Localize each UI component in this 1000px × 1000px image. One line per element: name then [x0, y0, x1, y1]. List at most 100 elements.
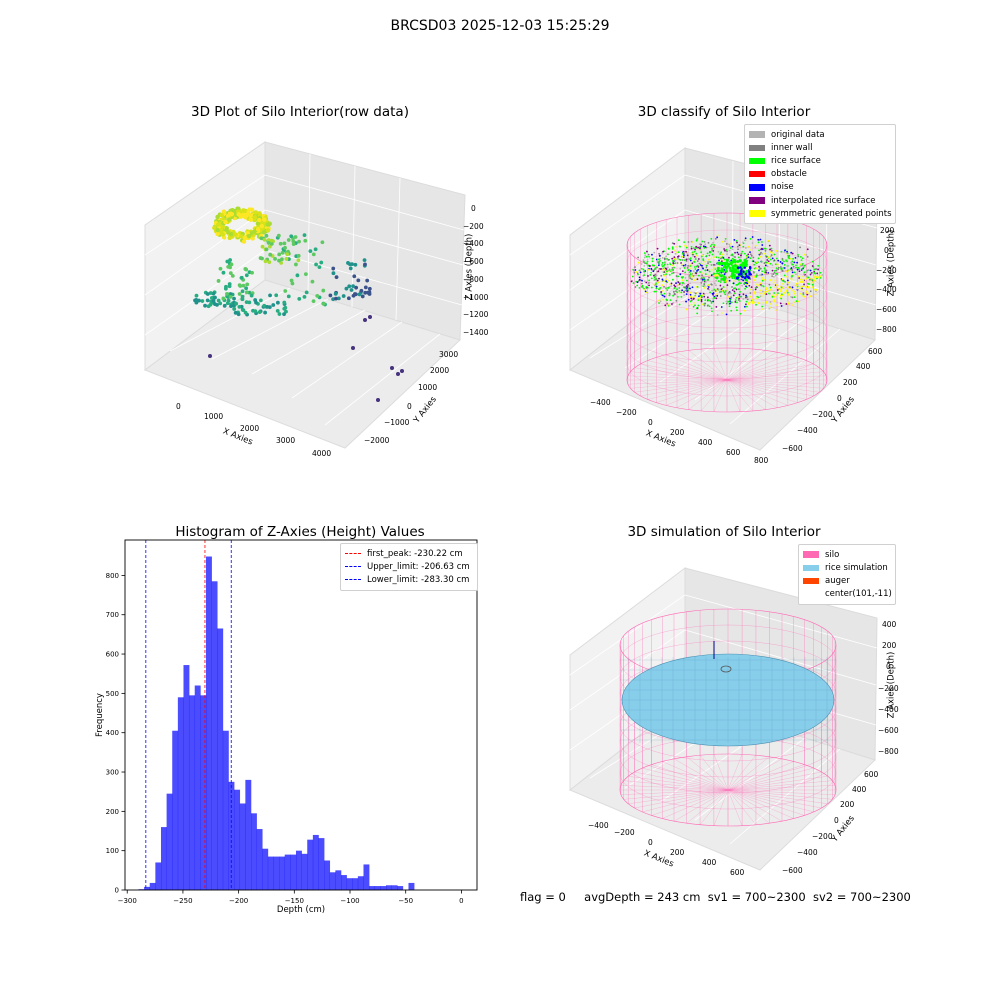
raw-3d-plot	[143, 141, 466, 449]
raw-point	[365, 290, 370, 295]
class-point	[734, 264, 738, 268]
class-point	[704, 273, 707, 275]
raw-point	[233, 310, 238, 315]
class-point	[715, 276, 719, 280]
class-point	[644, 290, 647, 293]
class-point	[704, 269, 707, 272]
class-point	[783, 251, 786, 253]
raw-point	[276, 233, 281, 238]
raw-point	[244, 286, 249, 291]
class-point	[805, 286, 808, 289]
class-point	[821, 274, 824, 276]
class-point	[817, 268, 819, 271]
raw-point	[224, 226, 229, 231]
class-point	[767, 260, 770, 263]
class-point	[732, 273, 736, 277]
class-point	[701, 240, 704, 243]
y-tick-label: 800	[106, 572, 119, 580]
class-point	[774, 263, 777, 266]
class-point	[817, 264, 820, 267]
raw-point	[262, 303, 267, 308]
tick-label: 200	[882, 641, 897, 651]
classify-legend-entry: interpolated rice surface	[749, 194, 891, 207]
raw-point	[267, 244, 272, 249]
p4-zticks: 400 200 0 −200 −400 −600 −800	[878, 614, 899, 762]
raw-point	[280, 250, 285, 255]
raw-point	[302, 294, 307, 299]
class-point	[771, 295, 774, 298]
legend-label: auger	[825, 575, 850, 586]
raw-point	[363, 262, 367, 267]
class-point	[673, 284, 676, 287]
class-point	[632, 268, 635, 271]
tick-label: 200	[670, 848, 685, 857]
class-point	[731, 257, 734, 260]
raw-point	[303, 272, 308, 277]
histogram-bar	[312, 834, 319, 890]
class-point	[702, 259, 705, 262]
class-point	[813, 272, 816, 274]
class-point	[755, 261, 758, 264]
legend-swatch	[749, 144, 765, 152]
class-point	[678, 290, 681, 292]
y-tick-label: 700	[106, 611, 119, 619]
raw-point	[296, 258, 301, 263]
class-point	[792, 265, 795, 268]
class-point	[668, 258, 670, 261]
class-point	[779, 296, 781, 299]
raw-point	[294, 262, 298, 267]
class-point	[701, 275, 704, 278]
class-point	[654, 275, 657, 278]
silo-floor-line	[673, 789, 729, 822]
class-point	[719, 284, 722, 287]
class-point	[760, 248, 763, 251]
histogram-bar	[200, 695, 207, 890]
class-point	[750, 248, 753, 251]
class-point	[662, 298, 665, 301]
class-point	[806, 248, 809, 251]
class-point	[689, 291, 692, 294]
class-point	[710, 237, 713, 240]
class-point	[669, 299, 672, 302]
class-point	[674, 246, 677, 248]
raw-point	[328, 293, 333, 298]
class-point	[703, 304, 706, 307]
raw-point	[211, 299, 216, 303]
class-point	[773, 253, 776, 256]
class-point	[702, 277, 705, 279]
class-point	[673, 266, 675, 269]
class-point	[757, 284, 760, 287]
class-point	[695, 307, 698, 310]
class-point	[809, 278, 811, 281]
raw-point	[285, 252, 290, 257]
class-point	[726, 250, 728, 253]
class-point	[797, 300, 800, 303]
raw-point	[219, 227, 224, 233]
classify-legend-entry: obstacle	[749, 168, 891, 181]
class-point	[656, 260, 659, 263]
class-point	[789, 286, 791, 288]
class-point	[689, 287, 691, 290]
class-point	[681, 289, 684, 292]
class-point	[816, 272, 819, 275]
class-point	[763, 278, 766, 281]
histogram-bar	[290, 854, 297, 890]
class-point	[788, 254, 791, 257]
class-point	[731, 277, 734, 280]
class-point	[805, 254, 808, 256]
class-point	[740, 252, 743, 255]
raw-point	[277, 312, 282, 316]
class-point	[787, 254, 789, 257]
raw-point	[236, 312, 241, 317]
class-point	[665, 273, 668, 276]
histogram-bar	[408, 882, 415, 890]
class-point	[752, 260, 755, 263]
center-marker	[720, 665, 732, 673]
silo-floor-line	[726, 379, 798, 403]
class-point	[729, 302, 731, 305]
class-point	[700, 278, 703, 280]
class-point	[757, 257, 760, 260]
class-point	[744, 239, 747, 241]
class-point	[710, 243, 713, 246]
class-point	[806, 292, 809, 295]
